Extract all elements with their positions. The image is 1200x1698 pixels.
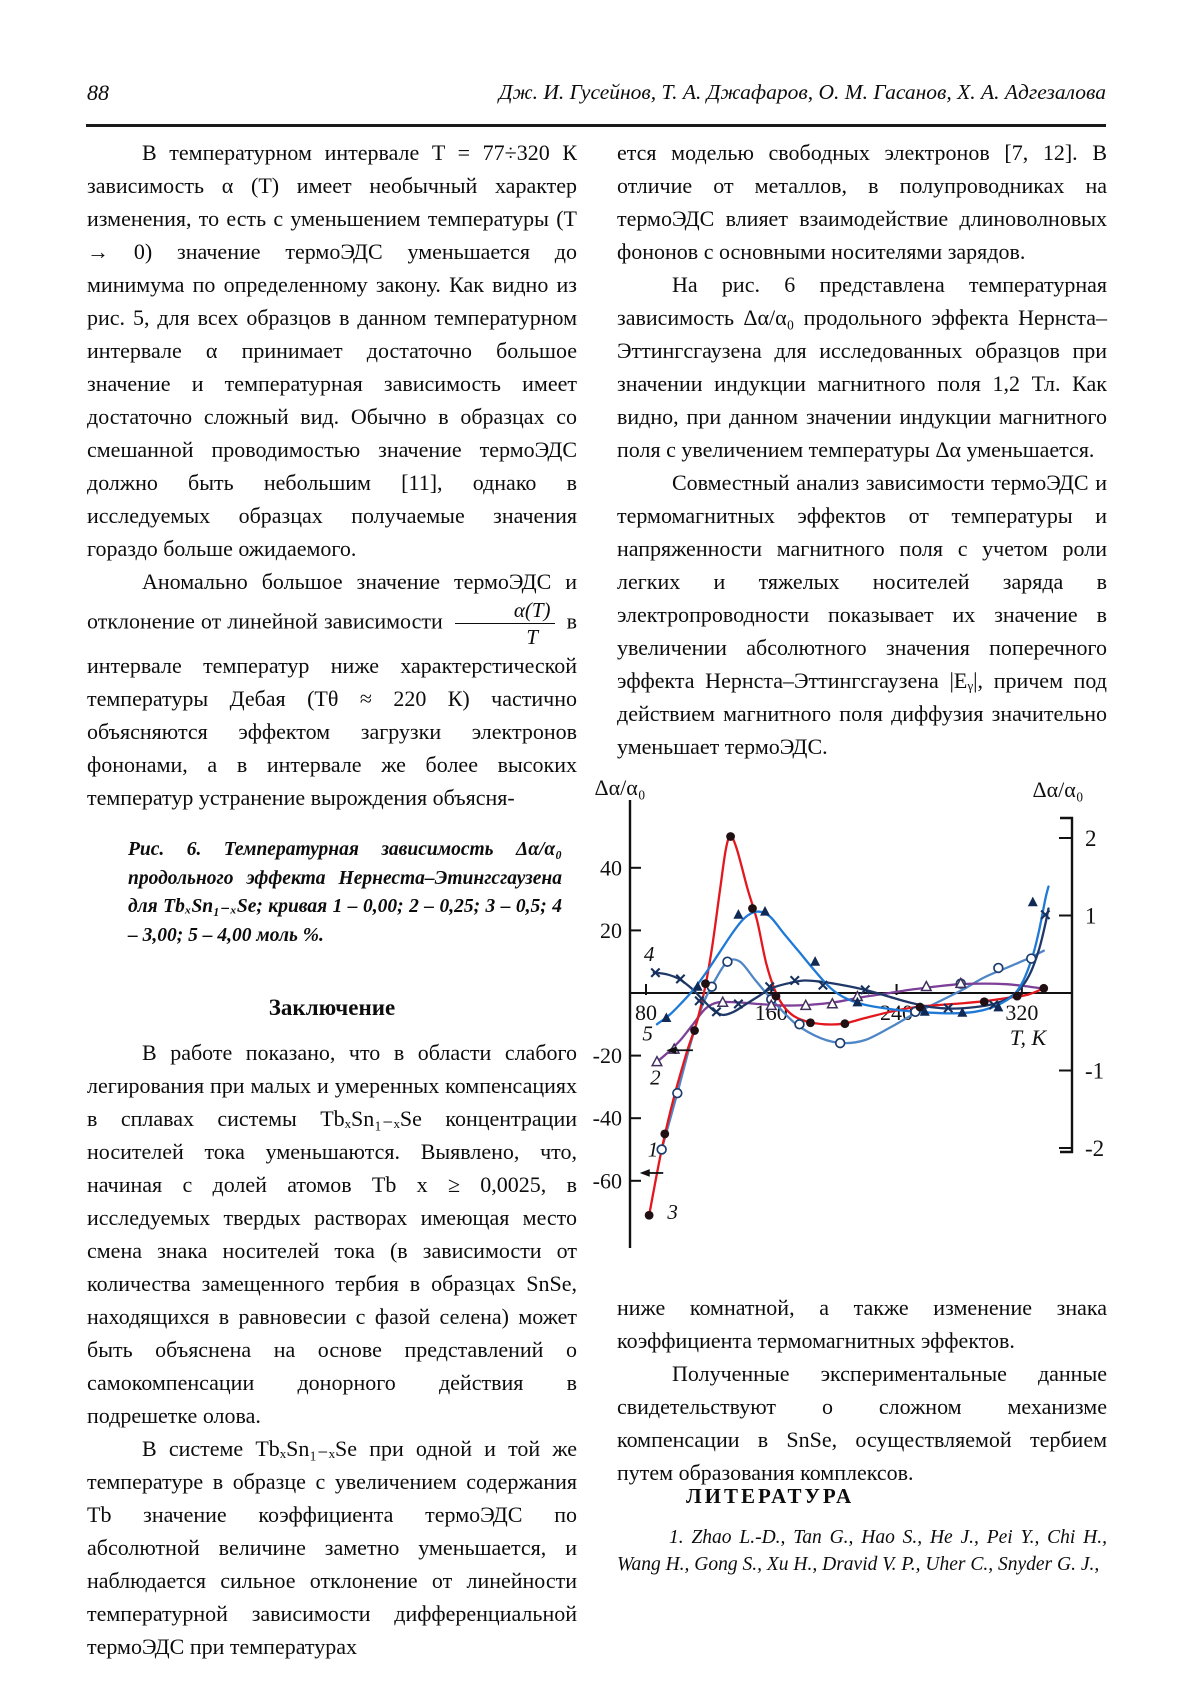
svg-text:1: 1 xyxy=(1085,904,1097,929)
paragraph-with-fraction: Аномально большое значение термоЭДС и от… xyxy=(87,565,577,814)
reference-item: 1. Zhao L.-D., Tan G., Hao S., He J., Pe… xyxy=(617,1527,1107,1575)
svg-text:Δα/α₀: Δα/α₀ xyxy=(595,775,646,800)
svg-text:-60: -60 xyxy=(593,1168,622,1193)
svg-text:-40: -40 xyxy=(593,1106,622,1131)
left-column-top: В температурном интервале T = 77÷320 К з… xyxy=(87,136,577,814)
svg-text:-2: -2 xyxy=(1085,1136,1104,1161)
paragraph: Совместный анализ зависимости термоЭДС и… xyxy=(617,470,1107,759)
right-column-top: ется моделью свободных электронов [7, 12… xyxy=(617,136,1107,763)
svg-text:20: 20 xyxy=(600,918,622,943)
svg-text:80: 80 xyxy=(635,1000,657,1025)
paragraph: В температурном интервале T = 77÷320 К з… xyxy=(87,140,577,561)
svg-text:2: 2 xyxy=(650,1066,661,1090)
paragraph: На рис. 6 представлена температурная зав… xyxy=(617,272,1107,462)
page-number: 88 xyxy=(87,80,109,105)
left-column-bottom: В работе показано, что в области слабого… xyxy=(87,1036,577,1663)
svg-text:-1: -1 xyxy=(1085,1059,1104,1084)
paragraph: ниже комнатной, а также изменение знака … xyxy=(617,1295,1107,1353)
header-authors: Дж. И. Гусейнов, Т. А. Джафаров, О. М. Г… xyxy=(498,80,1106,104)
svg-text:3: 3 xyxy=(666,1200,678,1224)
svg-text:-20: -20 xyxy=(593,1043,622,1068)
header-rule xyxy=(86,124,1106,127)
svg-text:Δα/α₀: Δα/α₀ xyxy=(1033,777,1084,802)
paragraph: В системе TbₓSn₁₋ₓSe при одной и той же … xyxy=(87,1436,577,1659)
right-column-bottom: ниже комнатной, а также изменение знака … xyxy=(617,1291,1107,1489)
fraction-numerator: α(T) xyxy=(454,598,555,625)
svg-text:4: 4 xyxy=(644,942,655,966)
figure-caption: Рис. 6. Температурная зависимость Δα/α₀ … xyxy=(128,839,562,946)
svg-text:T, K: T, K xyxy=(1010,1025,1048,1050)
alpha-T-fraction: α(T) T xyxy=(454,598,555,650)
paragraph-text: в интервале температур ниже характерстич… xyxy=(87,608,578,811)
paragraph: В работе показано, что в области слабого… xyxy=(87,1040,577,1428)
svg-text:5: 5 xyxy=(642,1022,653,1046)
svg-text:320: 320 xyxy=(1005,1000,1038,1025)
conclusion-heading: Заключение xyxy=(268,995,396,1020)
literature-heading: ЛИТЕРАТУРА xyxy=(686,1484,855,1508)
svg-text:40: 40 xyxy=(600,855,622,880)
svg-text:2: 2 xyxy=(1085,826,1097,851)
reference-list: 1. Zhao L.-D., Tan G., Hao S., He J., Pe… xyxy=(617,1524,1107,1578)
fraction-denominator: T xyxy=(526,625,539,650)
paragraph-text: Аномально большое значение термоЭДС и от… xyxy=(87,569,577,634)
paragraph: ется моделью свободных электронов [7, 12… xyxy=(617,140,1107,264)
svg-text:1: 1 xyxy=(648,1138,659,1162)
paragraph: Полученные экспериментальные данные свид… xyxy=(617,1361,1107,1485)
